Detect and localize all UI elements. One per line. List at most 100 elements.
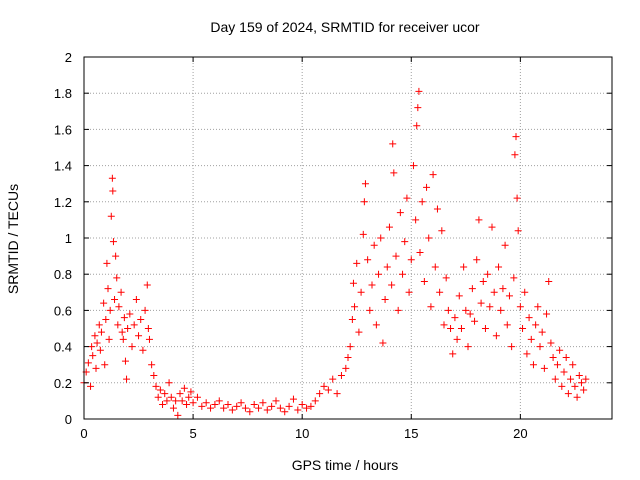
data-point xyxy=(471,317,479,325)
data-point xyxy=(320,382,328,390)
data-point xyxy=(111,296,119,304)
data-point xyxy=(189,399,197,407)
y-tick-label: 1.8 xyxy=(54,86,72,101)
data-point xyxy=(396,209,404,217)
data-point xyxy=(571,382,579,390)
data-point xyxy=(311,397,319,405)
data-point xyxy=(390,169,398,177)
data-point xyxy=(582,375,590,383)
data-point xyxy=(123,375,131,383)
data-point xyxy=(560,368,568,376)
data-point xyxy=(115,303,123,311)
data-point xyxy=(174,411,182,419)
data-point xyxy=(289,395,297,403)
data-point xyxy=(176,390,184,398)
data-point xyxy=(103,259,111,267)
data-point xyxy=(193,393,201,401)
data-point xyxy=(159,401,167,409)
data-point xyxy=(564,390,572,398)
data-point xyxy=(91,332,99,340)
data-point xyxy=(109,238,117,246)
data-point xyxy=(372,321,380,329)
data-point xyxy=(460,263,468,271)
data-point xyxy=(510,274,518,282)
data-point xyxy=(121,357,129,365)
data-point xyxy=(237,399,245,407)
data-point xyxy=(143,281,151,289)
data-point xyxy=(224,401,232,409)
data-point xyxy=(431,263,439,271)
data-point xyxy=(451,314,459,322)
data-point xyxy=(113,274,121,282)
data-point xyxy=(573,393,581,401)
data-point xyxy=(97,328,105,336)
data-point xyxy=(388,281,396,289)
data-point xyxy=(96,346,104,354)
data-point xyxy=(462,306,470,314)
data-point xyxy=(427,303,435,311)
data-point xyxy=(342,364,350,372)
data-point xyxy=(135,332,143,340)
data-point xyxy=(145,335,153,343)
data-point xyxy=(466,310,474,318)
y-tick-label: 1.6 xyxy=(54,122,72,137)
data-point xyxy=(124,325,132,332)
data-point xyxy=(575,372,583,380)
data-point xyxy=(152,382,160,390)
data-point xyxy=(549,353,557,361)
data-point xyxy=(375,270,383,278)
data-point xyxy=(161,390,169,398)
data-point xyxy=(329,375,337,383)
data-point xyxy=(479,277,487,285)
data-point xyxy=(101,361,109,369)
data-point xyxy=(385,223,393,231)
data-point xyxy=(488,223,496,231)
data-point xyxy=(495,263,503,271)
data-point xyxy=(141,306,149,314)
data-point xyxy=(185,393,193,401)
y-tick-label: 1.2 xyxy=(54,195,72,210)
data-point xyxy=(202,399,210,407)
data-point xyxy=(132,296,140,304)
data-point xyxy=(88,343,96,351)
data-point xyxy=(538,328,546,336)
data-point xyxy=(364,256,372,264)
y-tick-label: 1.4 xyxy=(54,159,72,174)
axis-ticks: 0 5 10 15 20 0 0.2 0.4 0.6 0.8 1 1.2 1.4 1.6 1.8 2 xyxy=(54,50,612,441)
data-point xyxy=(527,335,535,343)
data-point xyxy=(154,393,162,401)
data-point xyxy=(241,404,249,412)
data-point xyxy=(433,205,441,213)
data-point xyxy=(438,227,446,235)
data-point xyxy=(307,402,315,410)
data-point xyxy=(272,397,280,405)
data-point xyxy=(137,315,145,323)
data-point xyxy=(294,406,302,414)
data-point xyxy=(353,259,361,267)
data-point xyxy=(169,404,177,412)
data-point xyxy=(107,212,115,220)
data-point xyxy=(444,306,452,314)
data-point xyxy=(403,194,411,202)
data-point xyxy=(207,404,215,412)
y-tick-label: 0 xyxy=(65,412,72,427)
data-point xyxy=(553,361,561,369)
data-point xyxy=(436,288,444,296)
data-point xyxy=(481,325,489,332)
data-point xyxy=(513,194,521,202)
data-point xyxy=(349,279,357,287)
data-point xyxy=(447,325,455,332)
data-point xyxy=(492,332,500,340)
data-point xyxy=(383,263,391,271)
data-point xyxy=(545,277,553,285)
data-point xyxy=(525,314,533,322)
data-point xyxy=(359,230,367,238)
data-point xyxy=(551,375,559,383)
data-point xyxy=(536,343,544,351)
data-point xyxy=(449,350,457,358)
data-point xyxy=(144,325,152,332)
data-point xyxy=(413,122,421,130)
data-point xyxy=(148,361,156,369)
data-point xyxy=(281,408,289,416)
data-point xyxy=(508,343,516,351)
